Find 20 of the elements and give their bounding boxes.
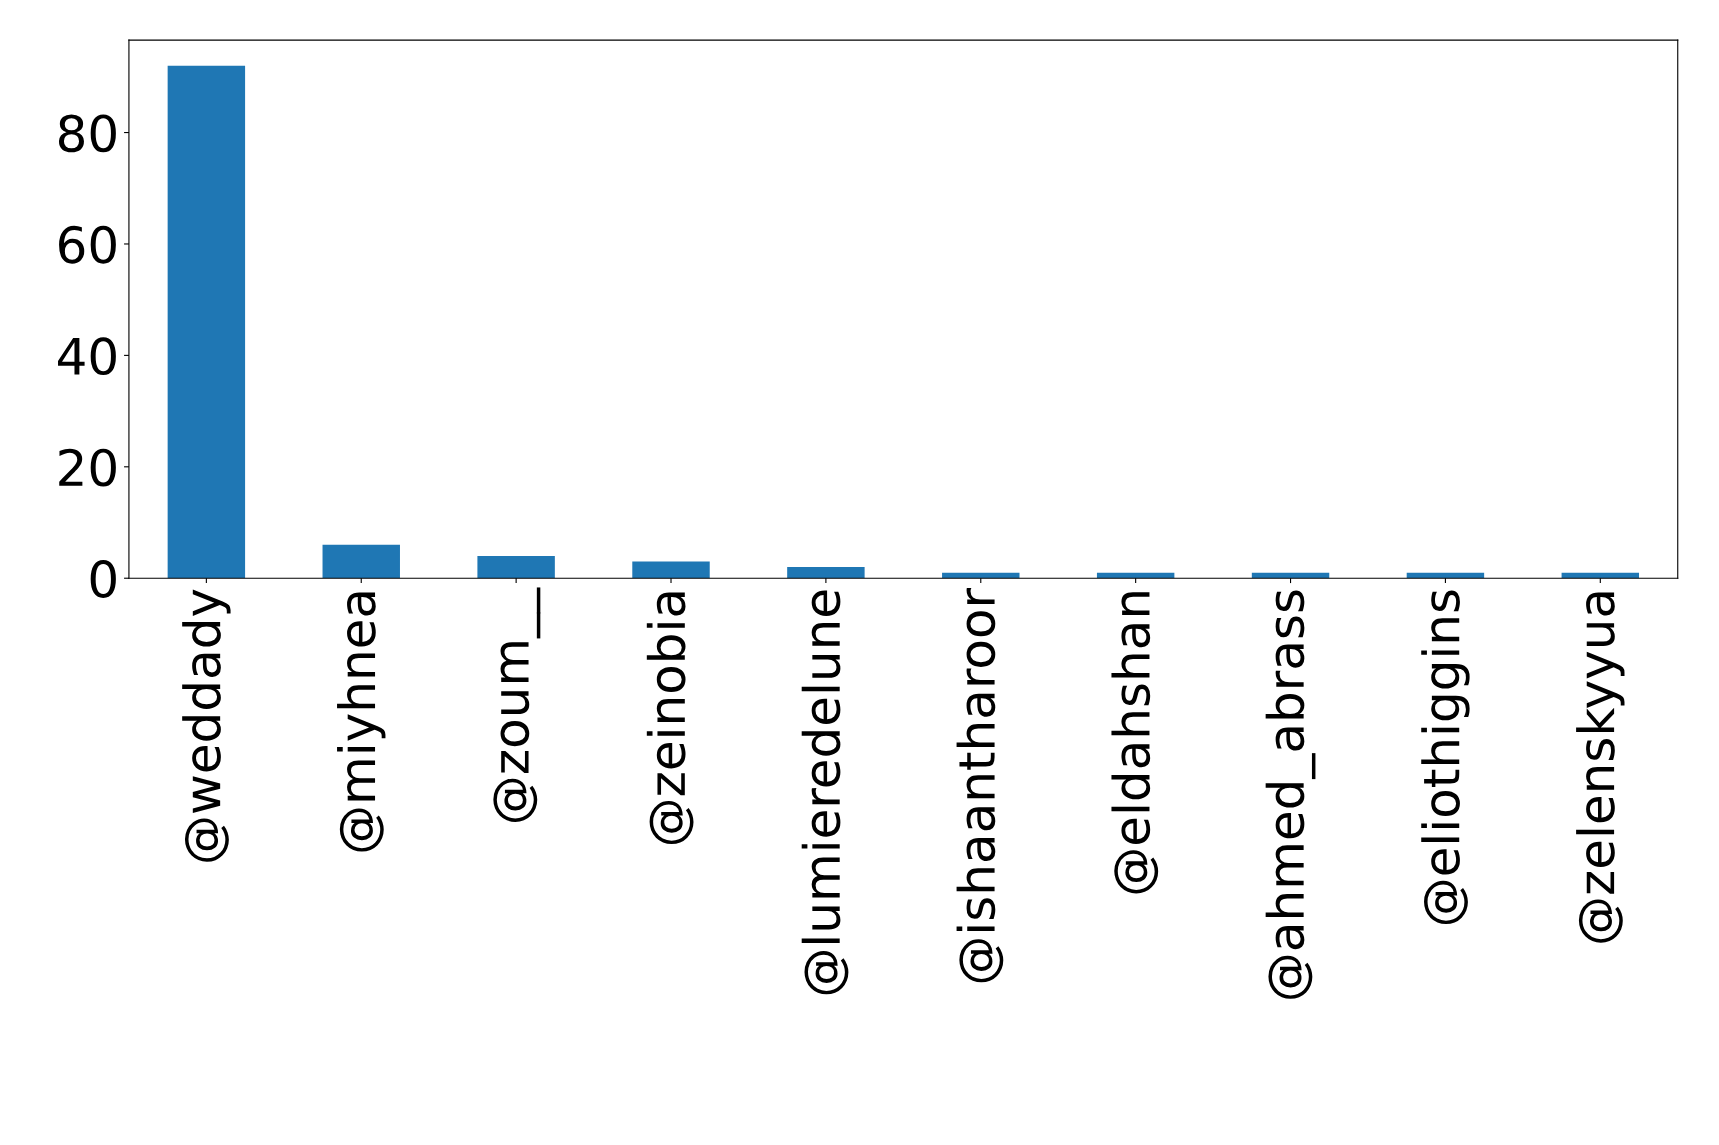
x-tick-label: @weddady xyxy=(182,589,231,862)
bar xyxy=(477,555,555,579)
y-tick-label: 40 xyxy=(58,337,116,376)
x-tick-label: @lumieredelune xyxy=(801,590,849,995)
y-tick-label: 80 xyxy=(58,114,116,153)
x-tick-label: @ahmed_abrass xyxy=(1265,590,1316,999)
bar xyxy=(632,561,710,579)
x-tick-label: @zelenskyyua xyxy=(1576,592,1625,943)
x-tick-label: @eldahshan xyxy=(1111,592,1159,894)
x-tick-label: @zoum__ xyxy=(493,587,541,822)
bar xyxy=(787,567,865,579)
x-tick-label: @eliothiggins xyxy=(1421,590,1470,925)
y-tick-label: 60 xyxy=(59,225,116,264)
x-tick-label: @ishaantharoor xyxy=(956,587,1004,983)
bar xyxy=(167,65,246,579)
bar xyxy=(322,544,400,579)
x-tick-label: @zeinobia xyxy=(646,592,694,845)
y-tick-label: 0 xyxy=(90,560,116,598)
x-tick-label: @miyhnea xyxy=(337,592,386,852)
y-tick-label: 20 xyxy=(59,448,116,487)
